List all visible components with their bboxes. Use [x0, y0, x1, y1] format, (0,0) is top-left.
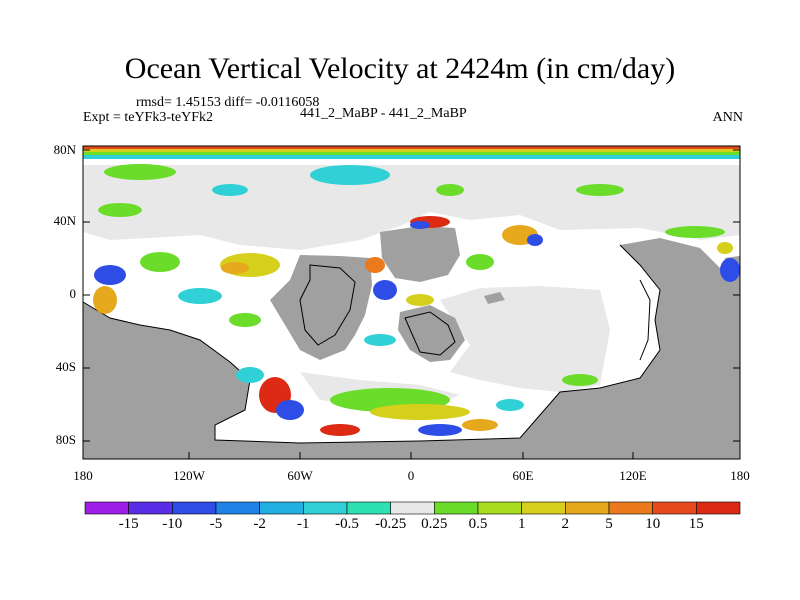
lon-label-120e: 120E — [619, 468, 647, 483]
lon-label-60w: 60W — [287, 468, 313, 483]
colorbar-swatch-4 — [259, 501, 304, 515]
colorbar-swatch-3 — [215, 501, 260, 515]
lon-label-180e: 180 — [730, 468, 750, 483]
europe-land — [380, 226, 460, 282]
colorbar-label-7: 0.25 — [421, 516, 448, 532]
coastlines — [82, 244, 661, 444]
map-ticks — [82, 149, 741, 459]
colorbar-swatch-2 — [172, 501, 217, 515]
lat-label-80n: 80N — [53, 142, 76, 157]
colorbar-label-2: -5 — [209, 516, 223, 532]
colorbar-swatch-1 — [128, 501, 173, 515]
colorbar-swatch-10 — [521, 501, 566, 515]
arctic-band-cyan — [83, 155, 740, 159]
arctic-band-red — [83, 146, 740, 149]
lat-label-40s: 40S — [55, 359, 76, 374]
stats-line: rmsd= 1.45153 diff= -0.0116058 — [136, 95, 320, 110]
colorbar-label-3: -2 — [253, 516, 266, 532]
colorbar-swatch-7 — [390, 501, 435, 515]
colorbar-swatch-12 — [608, 501, 653, 515]
colorbar-label-11: 5 — [605, 516, 613, 532]
velocity-blobs — [93, 164, 740, 436]
coastline-south — [82, 244, 661, 444]
lon-label-180w: 180 — [73, 468, 93, 483]
small-island-land — [484, 292, 505, 304]
colorbar-swatch-9 — [477, 501, 522, 515]
experiment-line: Expt = teYFk3-teYFk2 — [83, 110, 213, 125]
colorbar-label-8: 0.5 — [468, 516, 488, 532]
page-title: Ocean Vertical Velocity at 2424m (in cm/… — [124, 52, 676, 85]
case-line: 441_2_MaBP - 441_2_MaBP — [300, 106, 467, 121]
indian-ocean-field — [440, 286, 610, 392]
lon-label-120w: 120W — [173, 468, 205, 483]
colorbar-swatch-5 — [303, 501, 348, 515]
coastline-east — [639, 279, 651, 361]
lat-label-40n: 40N — [53, 213, 76, 228]
lat-label-80s: 80S — [55, 432, 76, 447]
lon-label-0: 0 — [407, 468, 415, 483]
southern-landmass — [83, 238, 740, 459]
south-america-land — [270, 255, 372, 360]
colorbar-label-10: 2 — [561, 516, 570, 532]
colorbar-label-12: 10 — [645, 516, 661, 532]
season-label: ANN — [712, 110, 743, 125]
colorbar-label-5: -0.5 — [335, 516, 359, 532]
colorbar-swatch-8 — [434, 501, 479, 515]
colorbar-label-9: 1 — [517, 516, 526, 532]
colorbar-label-13: 15 — [688, 516, 704, 532]
colorbar-swatch-11 — [565, 501, 610, 515]
colorbar-label-0: -15 — [118, 516, 139, 532]
arctic-band-yellow — [83, 149, 740, 152]
lon-label-60e: 60E — [512, 468, 534, 483]
colorbar-swatch-14 — [696, 501, 741, 515]
colorbar — [84, 501, 741, 515]
arctic-band-green — [83, 152, 740, 155]
north-ocean-field — [83, 165, 740, 250]
lat-label-0: 0 — [69, 286, 77, 301]
colorbar-swatch-6 — [346, 501, 391, 515]
coastline-south-america — [299, 264, 356, 346]
coastline-africa — [404, 311, 456, 356]
colorbar-swatch-0 — [84, 501, 129, 515]
colorbar-swatch-13 — [652, 501, 697, 515]
colorbar-label-1: -10 — [162, 516, 183, 532]
colorbar-label-4: -1 — [297, 516, 310, 532]
colorbar-label-6: -0.25 — [375, 516, 407, 532]
